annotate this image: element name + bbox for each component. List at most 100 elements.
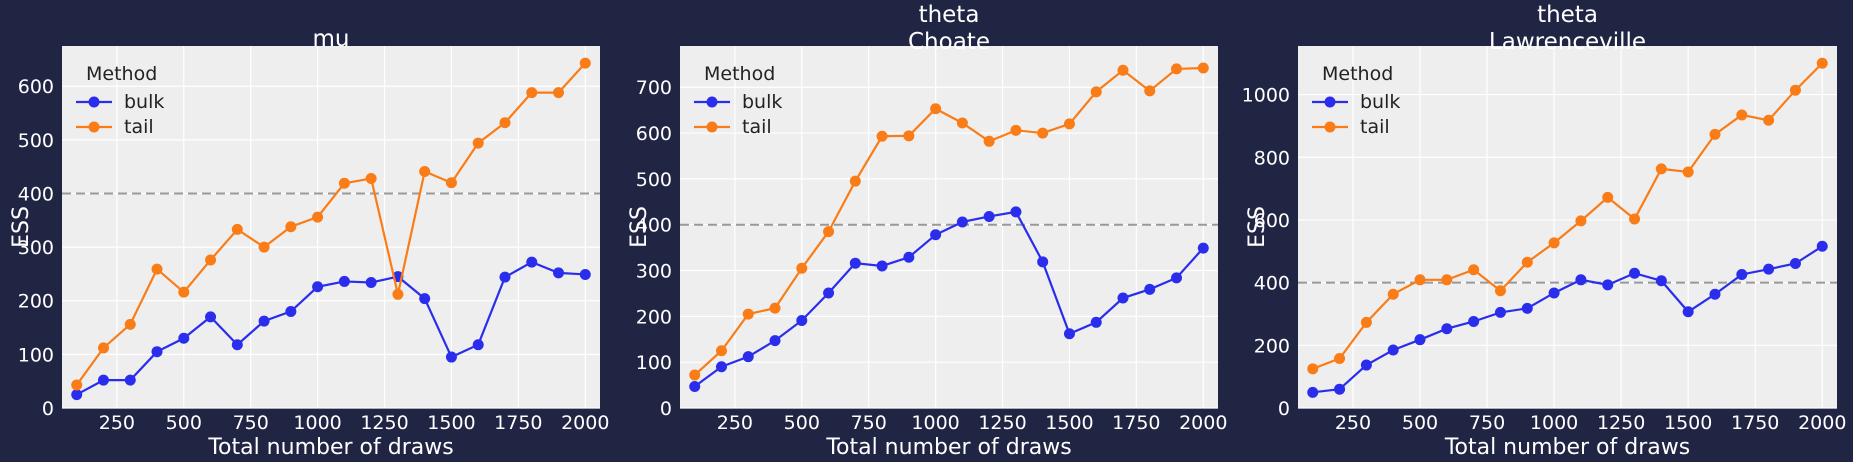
point-bulk — [1629, 267, 1641, 279]
y-tick-label: 1000 — [1242, 85, 1290, 107]
point-tail — [178, 286, 190, 298]
x-tick-label: 1750 — [494, 412, 542, 434]
y-tick-label: 400 — [18, 183, 54, 205]
point-bulk — [472, 339, 484, 351]
point-bulk — [983, 210, 995, 222]
point-bulk — [1682, 306, 1694, 318]
point-tail — [769, 302, 781, 314]
point-bulk — [1197, 242, 1209, 254]
point-tail — [472, 137, 484, 149]
chart-title: mu — [313, 26, 350, 52]
legend-label-tail: tail — [124, 116, 154, 138]
point-tail — [930, 103, 942, 115]
point-tail — [1548, 237, 1560, 249]
legend: Method bulk tail — [694, 63, 782, 138]
point-bulk — [1441, 323, 1453, 335]
y-tick-label: 300 — [18, 237, 54, 259]
point-bulk — [1307, 386, 1319, 398]
point-bulk — [1010, 206, 1022, 218]
x-tick-label: 2000 — [1798, 412, 1846, 434]
point-tail — [285, 221, 297, 233]
plot-area — [680, 46, 1218, 408]
x-tick-label: 1250 — [1597, 412, 1645, 434]
point-tail — [338, 177, 350, 189]
point-bulk — [1763, 263, 1775, 275]
chart-title: Choate — [908, 29, 990, 55]
point-tail — [1441, 274, 1453, 286]
y-tick-label: 600 — [636, 123, 672, 145]
point-tail — [1468, 264, 1480, 276]
point-bulk — [1789, 258, 1801, 270]
y-tick-label: 300 — [636, 261, 672, 283]
point-tail — [553, 87, 565, 99]
point-tail — [849, 175, 861, 187]
series-line-tail — [75, 62, 587, 386]
point-tail — [1171, 63, 1183, 75]
y-tick-label: 400 — [1254, 273, 1290, 295]
point-tail — [1063, 118, 1075, 130]
point-bulk — [71, 389, 83, 401]
legend-marker-tail — [1324, 121, 1336, 133]
point-bulk — [849, 257, 861, 269]
legend-marker-bulk — [88, 96, 100, 108]
point-tail — [1602, 191, 1614, 203]
point-tail — [1816, 57, 1828, 69]
point-bulk — [1171, 272, 1183, 284]
point-tail — [312, 211, 324, 223]
point-bulk — [579, 268, 591, 280]
y-tick-label: 200 — [18, 291, 54, 313]
point-tail — [1629, 213, 1641, 225]
point-bulk — [1334, 383, 1346, 395]
y-tick-label: 400 — [636, 215, 672, 237]
x-tick-label: 250 — [717, 412, 753, 434]
point-bulk — [903, 251, 915, 263]
y-tick-label: 600 — [1254, 210, 1290, 232]
point-bulk — [1117, 292, 1129, 304]
point-tail — [956, 117, 968, 129]
y-tick-label: 200 — [1254, 335, 1290, 357]
y-tick-label: 100 — [18, 344, 54, 366]
point-bulk — [338, 275, 350, 287]
legend-label-bulk: bulk — [124, 91, 164, 113]
point-tail — [903, 130, 915, 142]
point-bulk — [285, 305, 297, 317]
plot-area — [1298, 46, 1837, 408]
point-tail — [1414, 274, 1426, 286]
legend-marker-bulk — [706, 96, 718, 108]
x-axis-label: Total number of draws — [1444, 435, 1690, 460]
y-tick-label: 500 — [18, 130, 54, 152]
subplot-3: 250 500 750 1000 1250 1500 1750 2000 0 200 400 600 8… — [1242, 2, 1847, 460]
x-tick-label: 1500 — [427, 412, 475, 434]
legend-label-tail: tail — [1360, 116, 1390, 138]
point-tail — [983, 135, 995, 147]
legend-marker-tail — [88, 121, 100, 133]
x-tick-label: 750 — [233, 412, 269, 434]
x-tick-label: 500 — [166, 412, 202, 434]
point-bulk — [1548, 287, 1560, 299]
point-bulk — [151, 346, 163, 358]
y-tick-label: 700 — [636, 77, 672, 99]
legend-label-tail: tail — [742, 116, 772, 138]
point-tail — [1037, 127, 1049, 139]
x-tick-label: 500 — [784, 412, 820, 434]
point-tail — [97, 342, 109, 354]
point-tail — [1763, 114, 1775, 126]
point-tail — [151, 263, 163, 275]
point-tail — [258, 241, 270, 253]
x-tick-label: 1500 — [1664, 412, 1712, 434]
legend: Method bulk tail — [1312, 63, 1400, 138]
x-tick-label: 750 — [1469, 412, 1505, 434]
point-bulk — [1037, 256, 1049, 268]
y-tick-label: 100 — [636, 352, 672, 374]
point-tail — [419, 165, 431, 177]
x-tick-label: 1750 — [1112, 412, 1160, 434]
point-tail — [742, 308, 754, 320]
point-tail — [392, 288, 404, 300]
point-bulk — [553, 267, 565, 279]
point-bulk — [97, 374, 109, 386]
point-tail — [1494, 285, 1506, 297]
point-tail — [1709, 128, 1721, 140]
point-bulk — [796, 314, 808, 326]
subplot-1: 250 500 750 1000 1250 1500 1750 2000 0 100 200 300 4… — [9, 26, 609, 460]
